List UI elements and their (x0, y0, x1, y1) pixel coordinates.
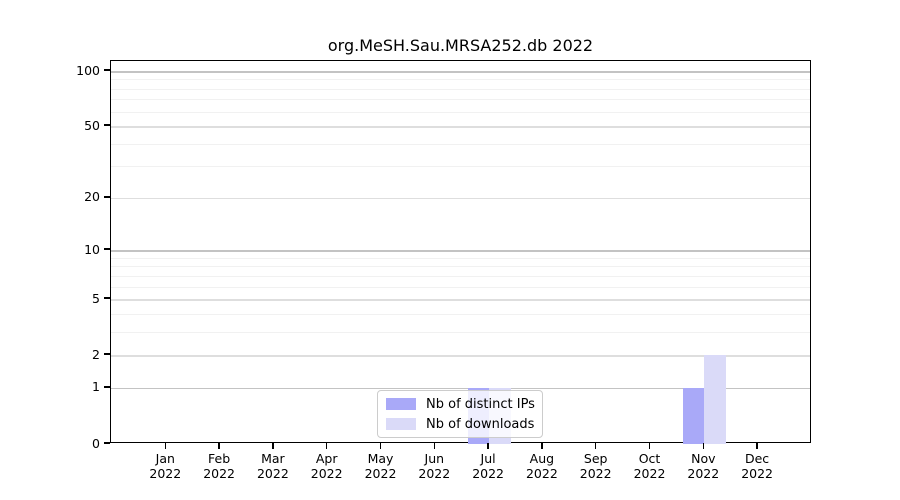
x-tick-label: Jan 2022 (149, 451, 182, 481)
gridline-major (111, 387, 810, 390)
y-tick-mark (104, 124, 110, 126)
x-tick-mark (379, 443, 382, 449)
x-tick-label: Jun 2022 (418, 451, 451, 481)
y-tick-label: 1 (92, 379, 100, 395)
y-tick-mark (104, 69, 110, 71)
gridline-minor (111, 313, 810, 315)
legend: Nb of distinct IPs Nb of downloads (377, 390, 543, 438)
x-tick-mark (272, 443, 274, 449)
gridline-minor (111, 166, 810, 168)
x-tick-mark (218, 443, 220, 449)
gridline-minor (111, 79, 810, 81)
y-tick-label: 100 (76, 62, 100, 78)
gridline-minor (111, 286, 810, 288)
y-tick-label: 5 (92, 290, 100, 306)
gridline-minor (111, 111, 810, 113)
y-tick-label: 2 (92, 346, 100, 362)
x-tick-label: Jul 2022 (472, 451, 504, 481)
gridline-major (111, 299, 810, 301)
gridline-minor (111, 275, 810, 277)
bar-downloads (704, 355, 726, 444)
x-tick-label: Aug 2022 (525, 451, 558, 481)
gridline-minor (111, 143, 810, 145)
gridline-minor (111, 331, 810, 333)
legend-label-distinct-ips: Nb of distinct IPs (426, 396, 535, 412)
x-tick-mark (487, 443, 489, 449)
x-tick-mark (702, 443, 705, 449)
y-tick-label: 10 (84, 241, 100, 257)
gridline-minor (111, 88, 810, 90)
plot-area (110, 60, 811, 444)
gridline-major (111, 71, 810, 73)
legend-swatch-distinct-ips-icon (386, 398, 416, 410)
gridline-minor (111, 266, 810, 268)
x-tick-label: Oct 2022 (633, 451, 666, 481)
y-tick-label: 50 (84, 117, 100, 133)
y-tick-mark (104, 353, 110, 355)
y-tick-mark (104, 442, 110, 444)
x-tick-label: May 2022 (364, 451, 397, 481)
chart-title: org.MeSH.Sau.MRSA252.db 2022 (327, 36, 594, 55)
gridline-major (111, 126, 810, 128)
x-tick-mark (433, 443, 436, 449)
gridline-major (111, 355, 810, 357)
x-tick-label: Dec 2022 (741, 451, 773, 481)
x-tick-mark (541, 443, 543, 449)
y-tick-mark (104, 297, 110, 299)
x-tick-mark (164, 443, 167, 449)
y-tick-mark (104, 196, 110, 198)
legend-item-distinct-ips: Nb of distinct IPs (386, 396, 535, 412)
bar-distinct-ips (682, 387, 705, 444)
y-tick-label: 0 (92, 435, 100, 451)
gridline-minor (111, 257, 810, 259)
x-tick-mark (756, 443, 758, 449)
x-tick-mark (648, 443, 651, 449)
legend-item-downloads: Nb of downloads (386, 417, 534, 432)
x-tick-mark (594, 443, 597, 449)
x-tick-label: Sep 2022 (579, 451, 612, 481)
y-tick-mark (104, 248, 110, 250)
gridline-major (111, 250, 810, 252)
legend-label-downloads: Nb of downloads (426, 416, 535, 432)
y-tick-mark (104, 386, 110, 388)
gridline-minor (111, 99, 810, 101)
legend-swatch-downloads-icon (386, 418, 416, 430)
gridline-major (111, 197, 810, 200)
y-tick-label: 20 (84, 189, 100, 205)
x-tick-label: Nov 2022 (687, 451, 720, 481)
x-tick-label: Feb 2022 (203, 451, 235, 481)
x-tick-mark (325, 443, 328, 449)
x-tick-label: Apr 2022 (310, 451, 343, 481)
x-tick-label: Mar 2022 (256, 451, 289, 481)
